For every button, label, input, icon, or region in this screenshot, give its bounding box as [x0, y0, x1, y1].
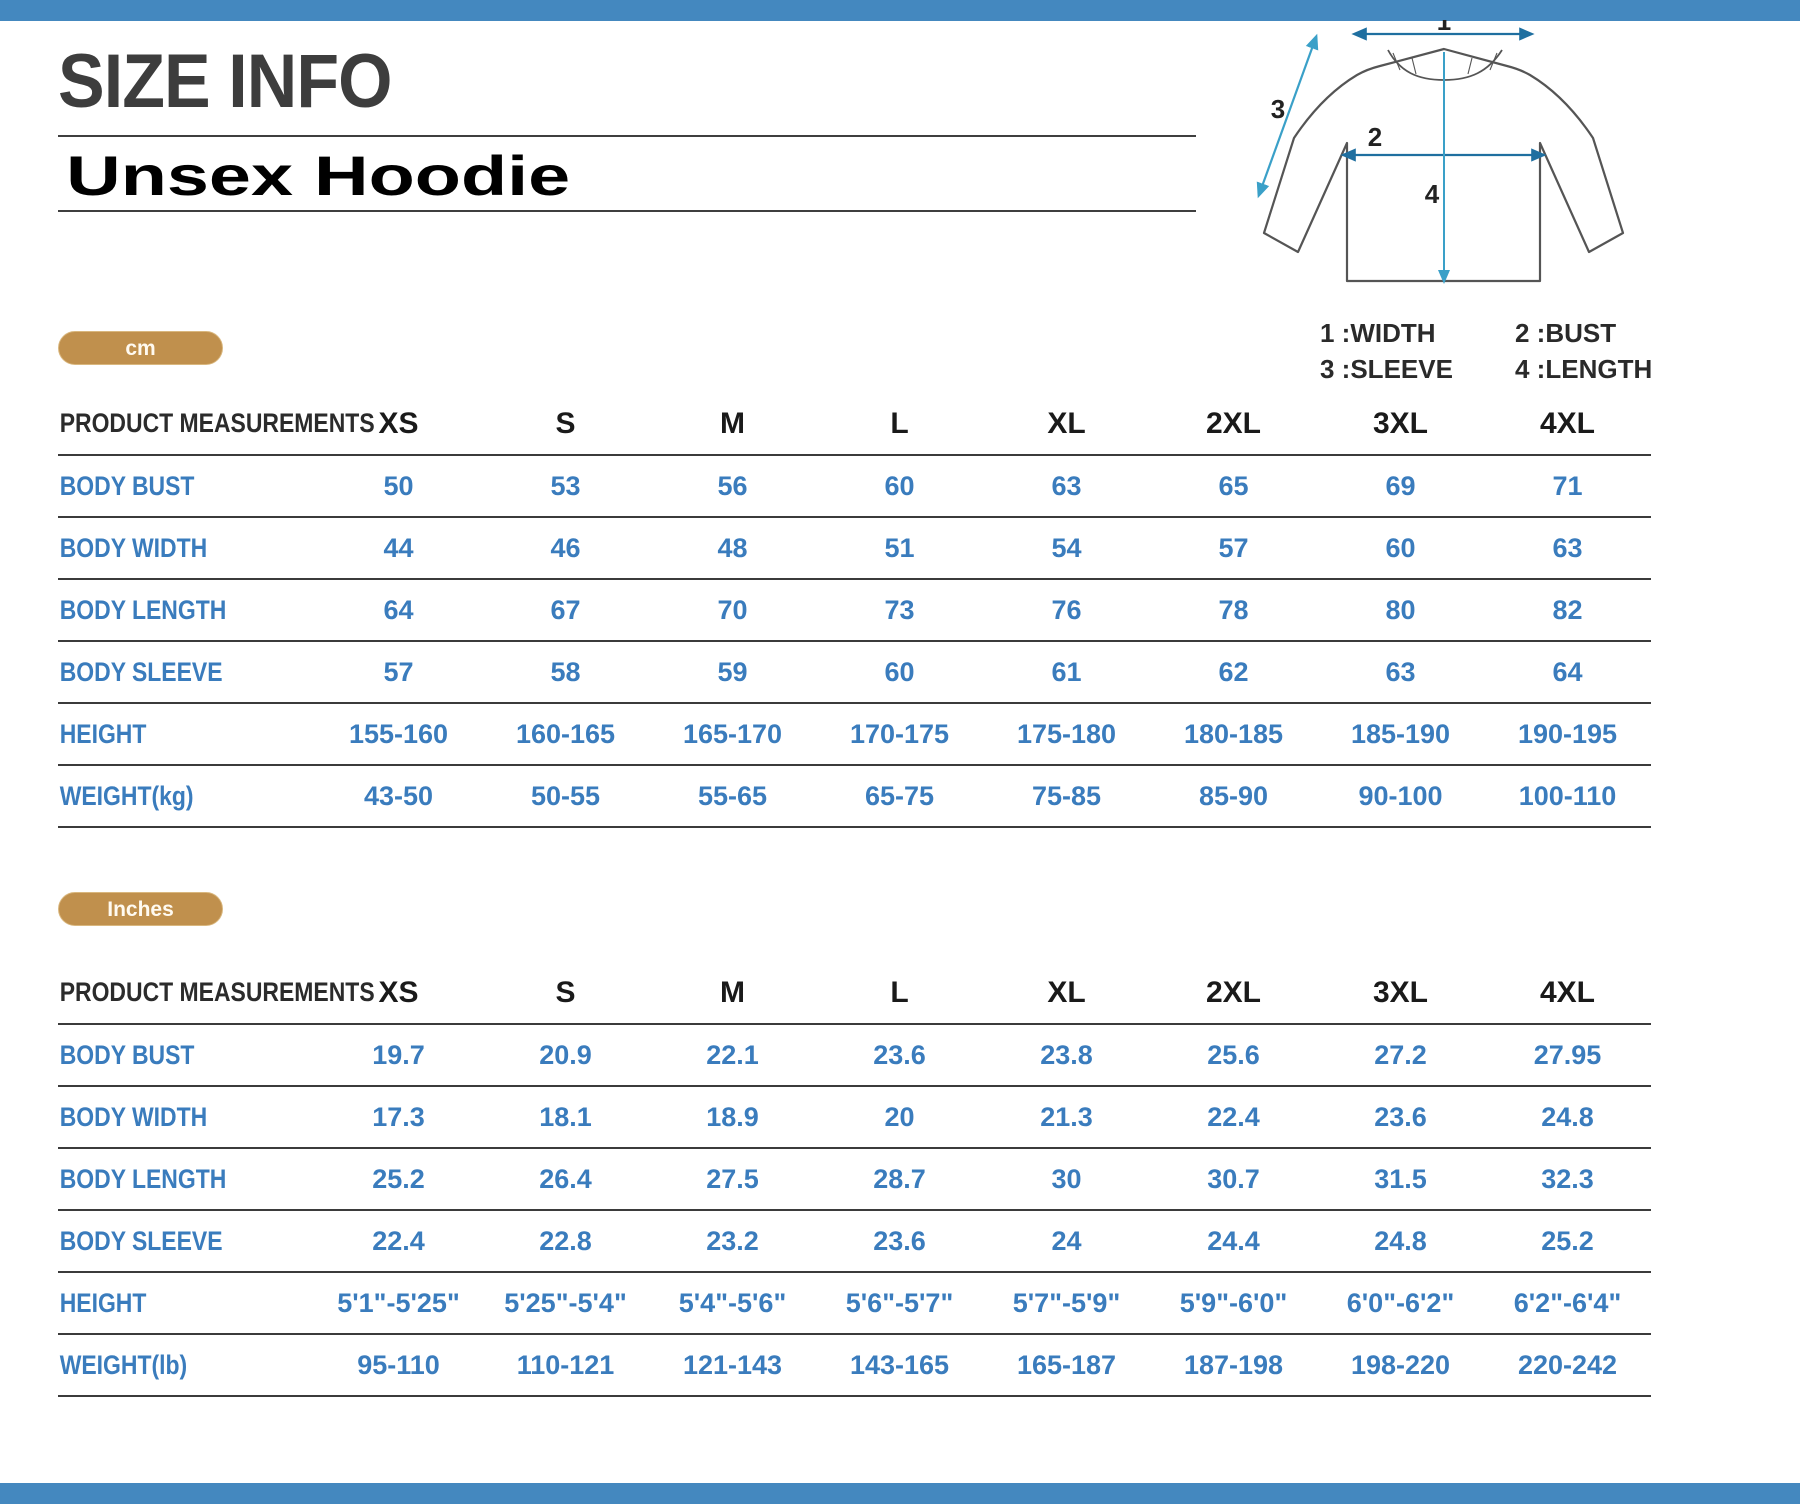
svg-text:2: 2 [1368, 122, 1382, 152]
svg-text:3: 3 [1271, 94, 1285, 124]
svg-text:4: 4 [1425, 179, 1440, 209]
svg-text:1: 1 [1437, 20, 1451, 36]
